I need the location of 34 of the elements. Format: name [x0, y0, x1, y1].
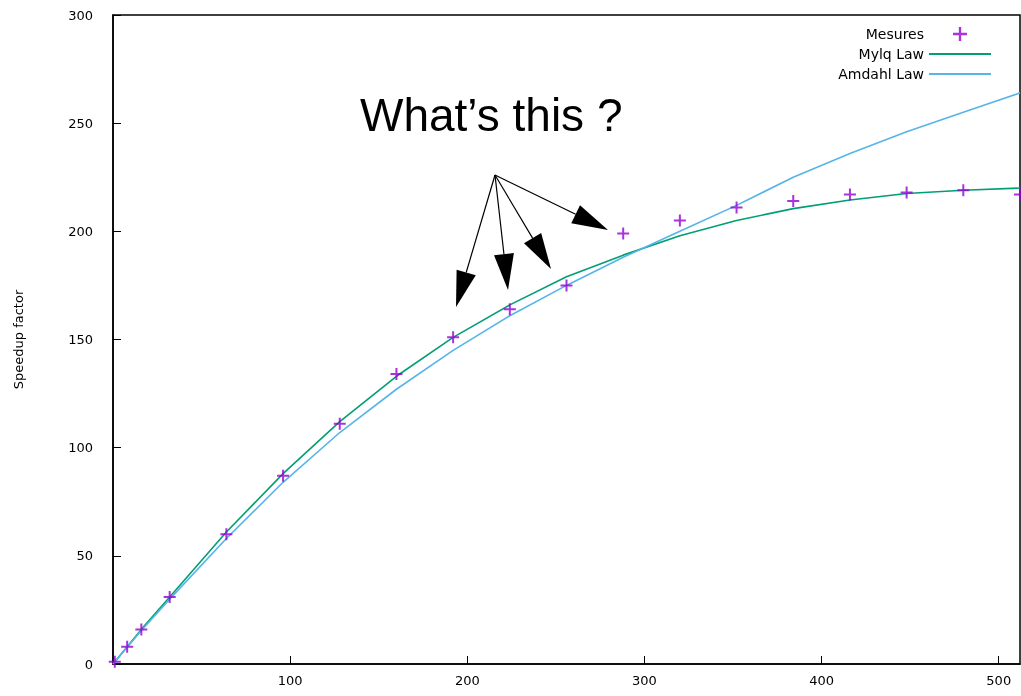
x-tick-label: 200	[454, 673, 480, 688]
point	[447, 331, 460, 344]
point	[900, 186, 913, 199]
y-axis-title: Speedup factor	[11, 289, 26, 390]
y-tick-label: 100	[68, 440, 93, 456]
point	[121, 640, 134, 653]
x-tick-label: 300	[632, 673, 657, 688]
y-tick-label: 50	[76, 548, 93, 564]
point	[673, 214, 686, 227]
point	[503, 303, 516, 316]
y-tick-label: 0	[84, 656, 93, 672]
point	[277, 469, 290, 482]
point	[135, 623, 148, 636]
y-tick-label: 200	[68, 223, 93, 239]
point	[787, 195, 800, 208]
legend-label: Amdahl Law	[838, 66, 924, 82]
legend-label: Mesures	[865, 26, 924, 42]
point	[333, 417, 346, 430]
y-tick-label: 150	[68, 332, 93, 347]
point	[957, 184, 970, 197]
point	[617, 227, 630, 240]
y-tick-label: 300	[68, 7, 93, 23]
annotation: What’s this ?	[360, 89, 623, 141]
x-tick-label: 500	[986, 673, 1012, 688]
point	[163, 590, 176, 603]
x-tick-label: 100	[277, 673, 303, 688]
point	[220, 528, 233, 541]
y-tick-label: 250	[68, 115, 93, 131]
legend-label: Mylq Law	[858, 46, 924, 62]
point	[843, 188, 856, 201]
x-tick-label: 400	[809, 673, 835, 688]
point	[730, 201, 743, 214]
point	[560, 279, 573, 292]
point	[390, 368, 403, 381]
